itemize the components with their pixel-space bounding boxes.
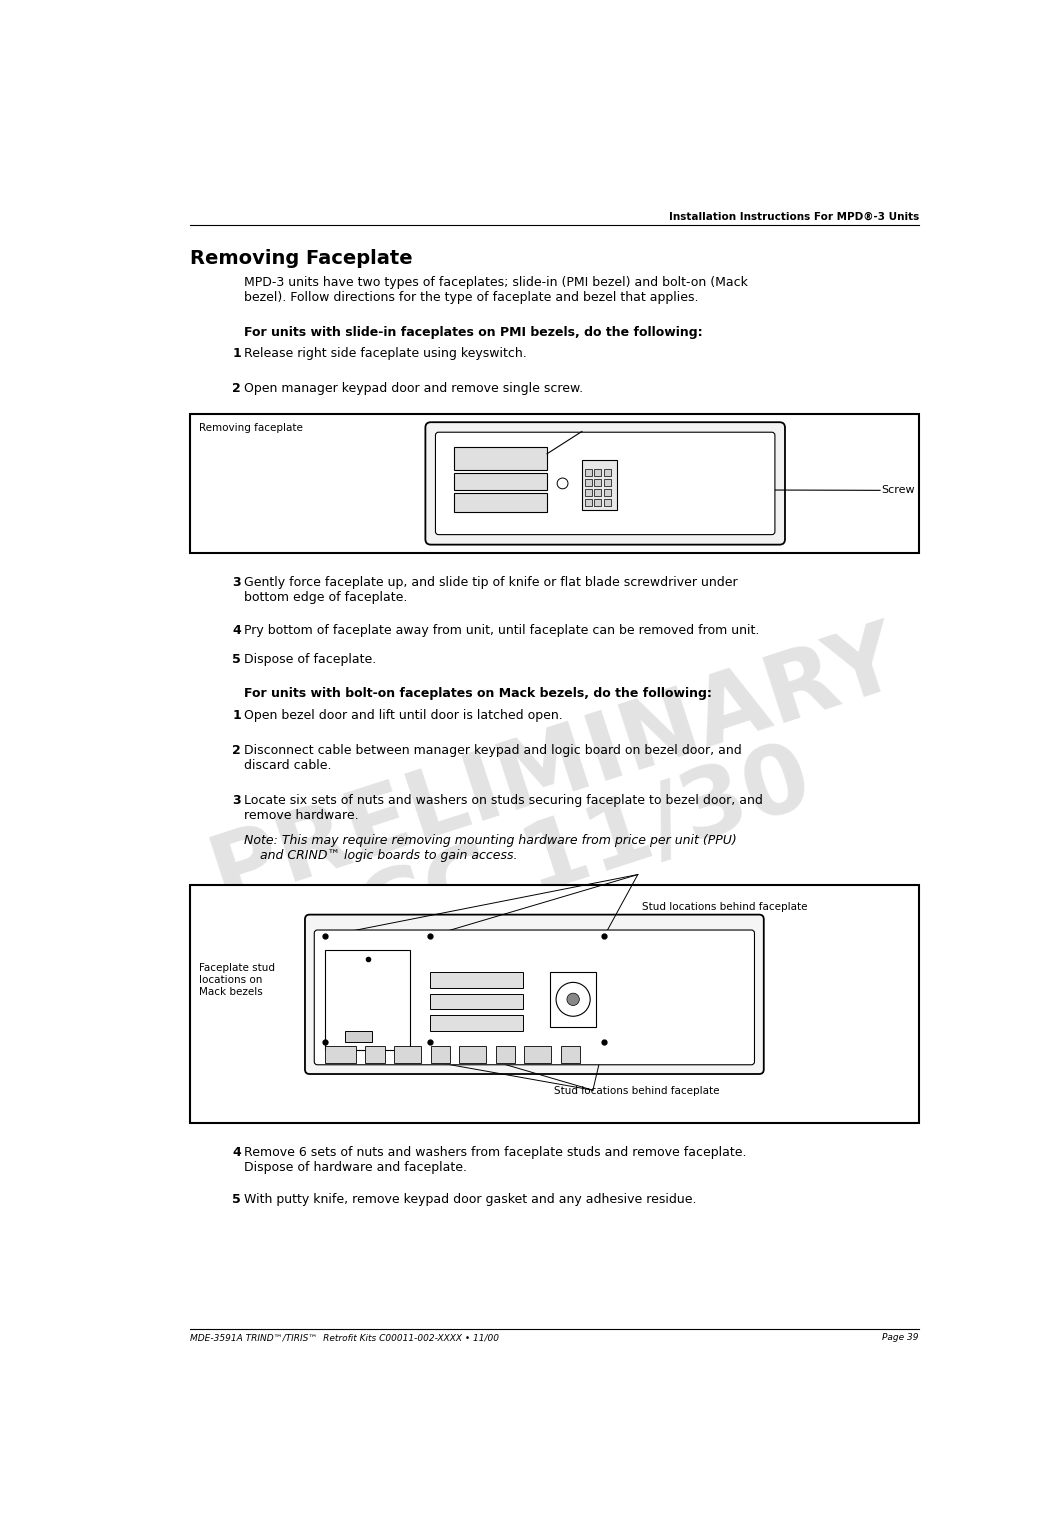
Text: Release right side faceplate using keyswitch.: Release right side faceplate using keysw… <box>244 346 527 360</box>
Text: MDE-3591A TRIND™/TIRIS™  Retrofit Kits C00011-002-XXXX • 11/00: MDE-3591A TRIND™/TIRIS™ Retrofit Kits C0… <box>189 1334 498 1343</box>
Bar <box>585 499 592 505</box>
Bar <box>454 473 548 490</box>
Bar <box>603 499 611 505</box>
Circle shape <box>557 478 568 488</box>
FancyBboxPatch shape <box>426 423 785 545</box>
Text: 4: 4 <box>232 624 241 636</box>
Bar <box>585 488 592 496</box>
Text: 3: 3 <box>232 794 241 807</box>
Text: With putty knife, remove keypad door gasket and any adhesive residue.: With putty knife, remove keypad door gas… <box>244 1193 696 1206</box>
Text: Stud locations behind faceplate: Stud locations behind faceplate <box>642 902 807 911</box>
Bar <box>582 461 617 510</box>
Bar <box>325 951 410 1050</box>
Bar <box>550 972 596 1027</box>
Bar <box>459 1047 487 1064</box>
Bar <box>603 468 611 476</box>
Text: 4: 4 <box>232 1146 241 1160</box>
Bar <box>585 479 592 485</box>
Bar <box>430 972 522 987</box>
Text: For units with slide-in faceplates on PMI bezels, do the following:: For units with slide-in faceplates on PM… <box>244 325 702 339</box>
Text: Open manager keypad door and remove single screw.: Open manager keypad door and remove sing… <box>244 382 583 395</box>
Bar <box>594 499 601 505</box>
Text: Removing faceplate: Removing faceplate <box>199 423 303 433</box>
Text: 3: 3 <box>232 575 241 589</box>
Text: Dispose of faceplate.: Dispose of faceplate. <box>244 653 376 665</box>
Text: 5: 5 <box>232 1193 241 1206</box>
Bar <box>594 479 601 485</box>
Text: Gently force faceplate up, and slide tip of knife or flat blade screwdriver unde: Gently force faceplate up, and slide tip… <box>244 575 738 604</box>
Bar <box>603 488 611 496</box>
Bar <box>561 1047 580 1064</box>
Text: Open bezel door and lift until door is latched open.: Open bezel door and lift until door is l… <box>244 710 562 722</box>
Text: For units with bolt-on faceplates on Mack bezels, do the following:: For units with bolt-on faceplates on Mac… <box>244 688 712 700</box>
Text: MPD-3 units have two types of faceplates; slide-in (PMI bezel) and bolt-on (Mack: MPD-3 units have two types of faceplates… <box>244 276 747 304</box>
Bar <box>603 479 611 485</box>
Text: FCC 11/30: FCC 11/30 <box>287 734 823 986</box>
Bar <box>454 493 548 513</box>
Text: 2: 2 <box>232 743 241 757</box>
Text: Note: This may require removing mounting hardware from price per unit (PPU)
    : Note: This may require removing mounting… <box>244 833 737 862</box>
Bar <box>189 414 919 552</box>
Bar <box>585 468 592 476</box>
Text: Disconnect cable between manager keypad and logic board on bezel door, and
disca: Disconnect cable between manager keypad … <box>244 743 742 772</box>
Bar <box>454 447 548 470</box>
FancyBboxPatch shape <box>305 914 764 1074</box>
Circle shape <box>566 993 579 1006</box>
Text: Pry bottom of faceplate away from unit, until faceplate can be removed from unit: Pry bottom of faceplate away from unit, … <box>244 624 759 636</box>
Bar <box>496 1047 515 1064</box>
Bar <box>189 885 919 1123</box>
Text: 1: 1 <box>232 710 241 722</box>
Text: Faceplate stud
locations on
Mack bezels: Faceplate stud locations on Mack bezels <box>199 963 274 996</box>
Bar <box>594 488 601 496</box>
FancyBboxPatch shape <box>314 929 755 1065</box>
Text: Removing Faceplate: Removing Faceplate <box>189 249 412 267</box>
Text: 5: 5 <box>232 653 241 665</box>
Bar <box>430 993 522 1009</box>
Text: PRELIMINARY: PRELIMINARY <box>199 612 911 922</box>
Bar <box>431 1047 450 1064</box>
Text: Stud locations behind faceplate: Stud locations behind faceplate <box>554 1087 720 1096</box>
Text: 1: 1 <box>232 346 241 360</box>
Text: Screw: Screw <box>882 485 915 496</box>
Bar <box>594 468 601 476</box>
Text: Page 39: Page 39 <box>882 1334 919 1343</box>
Text: Remove 6 sets of nuts and washers from faceplate studs and remove faceplate.
Dis: Remove 6 sets of nuts and washers from f… <box>244 1146 746 1175</box>
Text: Installation Instructions For MPD®-3 Units: Installation Instructions For MPD®-3 Uni… <box>668 212 919 221</box>
Bar <box>345 1032 372 1042</box>
Bar <box>366 1047 385 1064</box>
Text: Locate six sets of nuts and washers on studs securing faceplate to bezel door, a: Locate six sets of nuts and washers on s… <box>244 794 763 821</box>
Bar <box>394 1047 421 1064</box>
Bar <box>430 1015 522 1032</box>
Bar <box>524 1047 552 1064</box>
Bar <box>325 1047 356 1064</box>
FancyBboxPatch shape <box>435 432 775 534</box>
Circle shape <box>556 983 591 1016</box>
Text: 2: 2 <box>232 382 241 395</box>
